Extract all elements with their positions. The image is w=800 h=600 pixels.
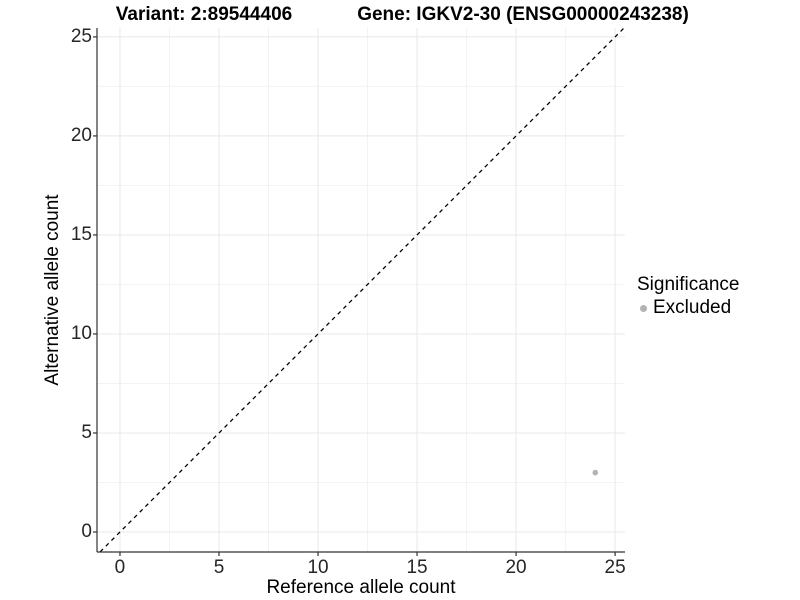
x-tick-label: 5 [213,557,225,578]
x-tick-label: 25 [604,557,626,578]
x-tick-label: 20 [505,557,527,578]
y-tick-label: 15 [70,223,92,245]
legend-item-label: Excluded [653,297,732,318]
gene-title: Gene: IGKV2-30 (ENSG00000243238) [357,4,689,25]
y-tick-label: 20 [70,124,92,146]
x-tick-label: 0 [114,557,126,578]
y-tick-label: 5 [81,421,92,443]
y-tick-label: 25 [70,25,92,47]
x-tick-label: 10 [307,557,329,578]
x-axis-title: Reference allele count [266,577,456,598]
excluded-point-icon [640,304,647,312]
y-tick-label: 10 [70,322,92,344]
legend-title: Significance [637,274,740,295]
x-tick-label: 15 [406,557,428,578]
data-point [592,469,599,476]
legend: Significance Excluded [637,274,739,319]
y-axis-title: Alternative allele count [42,194,63,386]
variant-title: Variant: 2:89544406 [115,4,293,25]
y-tick-label: 0 [81,520,92,542]
legend-item-excluded: Excluded [637,297,739,319]
identity-reference-line [99,28,625,552]
